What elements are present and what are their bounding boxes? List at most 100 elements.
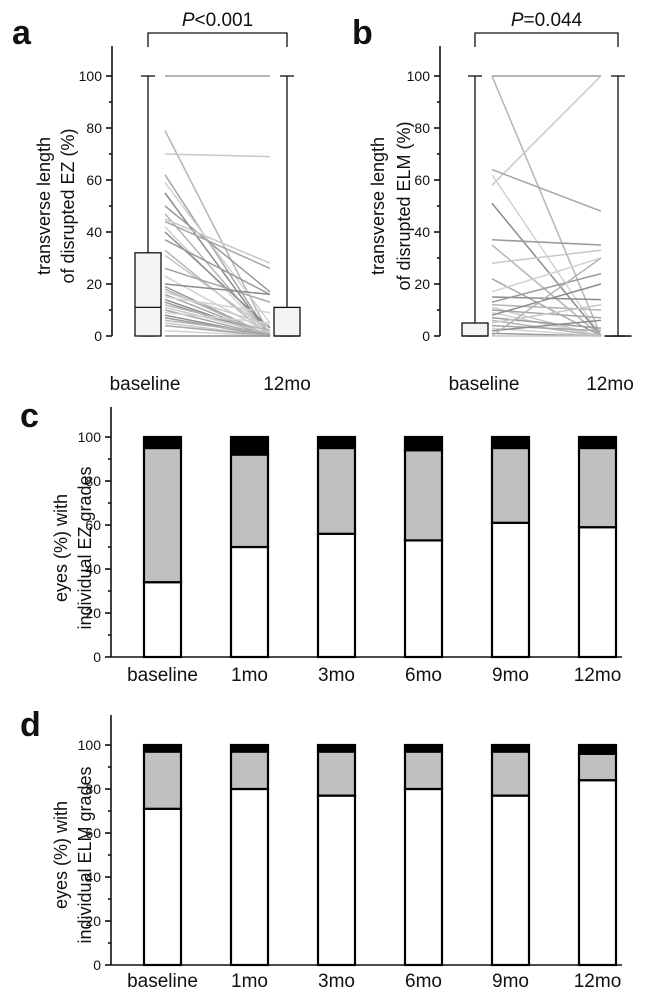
paired-line bbox=[164, 213, 271, 337]
y-tick-label: 60 bbox=[86, 172, 102, 188]
x-category-label: 1mo bbox=[231, 665, 268, 686]
box-12mo bbox=[604, 75, 632, 337]
y-tick-label: 80 bbox=[86, 120, 102, 136]
x-category-label: 9mo bbox=[492, 971, 529, 990]
bar-9mo bbox=[490, 743, 531, 967]
paired-line bbox=[491, 304, 602, 311]
y-tick-label: 60 bbox=[85, 825, 101, 841]
bar-baseline bbox=[142, 435, 183, 659]
y-axis-label-line1: eyes (%) with bbox=[51, 494, 71, 602]
x-category-label: 12mo bbox=[263, 374, 311, 395]
bar-9mo bbox=[490, 435, 531, 659]
y-tick-label: 0 bbox=[93, 957, 101, 973]
paired-line bbox=[164, 267, 271, 303]
panel-letter: c bbox=[20, 397, 39, 435]
y-tick-label: 100 bbox=[78, 429, 102, 445]
y-tick-label: 20 bbox=[414, 276, 430, 292]
bar-segment-1 bbox=[316, 446, 357, 535]
bar-segment-2 bbox=[577, 743, 618, 755]
bar-segment-2 bbox=[229, 743, 270, 753]
y-axis-label-line1: transverse length bbox=[34, 137, 54, 275]
paired-line bbox=[164, 330, 271, 337]
bar-segment-1 bbox=[142, 446, 183, 584]
bar-segment-0 bbox=[577, 526, 618, 659]
panel-letter: d bbox=[20, 706, 41, 744]
y-tick-label: 60 bbox=[85, 517, 101, 533]
panel-b: b 0 20 40 60 80 100 transverse length of disrupt… bbox=[352, 10, 634, 395]
paired-line bbox=[164, 205, 271, 293]
x-category-label: baseline bbox=[449, 374, 520, 395]
x-category-label: 3mo bbox=[318, 665, 355, 686]
paired-line bbox=[164, 153, 271, 158]
p-value-prefix: P bbox=[511, 10, 524, 31]
bar-segment-2 bbox=[403, 743, 444, 753]
paired-line bbox=[491, 311, 602, 337]
bar-segment-0 bbox=[490, 794, 531, 967]
paired-line bbox=[164, 291, 271, 327]
bar-baseline bbox=[142, 743, 183, 967]
y-tick-label: 80 bbox=[85, 473, 101, 489]
paired-line bbox=[491, 257, 602, 293]
bar-segment-2 bbox=[142, 743, 183, 753]
paired-line bbox=[491, 306, 602, 337]
box-12mo bbox=[273, 75, 301, 337]
paired-line bbox=[164, 254, 271, 332]
p-value-number: =0.044 bbox=[524, 10, 583, 31]
paired-line bbox=[491, 324, 602, 332]
paired-line bbox=[164, 306, 271, 335]
y-tick-label: 20 bbox=[85, 605, 101, 621]
paired-line bbox=[491, 168, 602, 212]
paired-line bbox=[164, 301, 271, 337]
p-value-label: P=0.044 bbox=[511, 10, 583, 31]
paired-line bbox=[491, 75, 602, 337]
paired-line bbox=[164, 283, 271, 296]
panel-letter: b bbox=[352, 14, 373, 52]
bar-6mo bbox=[403, 743, 444, 967]
x-category-label: 12mo bbox=[586, 374, 634, 395]
bar-segment-0 bbox=[229, 545, 270, 659]
paired-line bbox=[164, 324, 271, 337]
y-tick-label: 100 bbox=[79, 68, 103, 84]
bar-segment-0 bbox=[229, 787, 270, 967]
y-axis-label-line2: of disrupted EZ (%) bbox=[58, 128, 78, 283]
paired-line bbox=[164, 231, 271, 329]
bar-segment-1 bbox=[229, 750, 270, 791]
paired-line bbox=[491, 304, 602, 324]
x-category-label: 12mo bbox=[574, 665, 622, 686]
bar-12mo bbox=[577, 743, 618, 967]
paired-line bbox=[491, 244, 602, 337]
paired-line bbox=[491, 202, 602, 337]
y-tick-label: 40 bbox=[85, 561, 101, 577]
panel-d: d 0 20 40 60 80 100 eyes (%) with individual ELM… bbox=[20, 706, 622, 990]
x-category-label: 3mo bbox=[318, 971, 355, 990]
x-category-label: 1mo bbox=[231, 971, 268, 990]
x-category-label: 6mo bbox=[405, 971, 442, 990]
bar-segment-2 bbox=[490, 435, 531, 450]
bar-segment-0 bbox=[403, 539, 444, 659]
y-tick-label: 60 bbox=[414, 172, 430, 188]
bar-segment-0 bbox=[403, 787, 444, 967]
y-tick-label: 40 bbox=[414, 224, 430, 240]
box-iqr bbox=[134, 252, 162, 337]
y-tick-label: 40 bbox=[86, 224, 102, 240]
bar-segment-1 bbox=[490, 446, 531, 524]
paired-line bbox=[164, 174, 271, 337]
bar-3mo bbox=[316, 743, 357, 967]
y-tick-label: 20 bbox=[85, 913, 101, 929]
bar-segment-1 bbox=[490, 750, 531, 797]
significance-bracket bbox=[147, 32, 288, 47]
y-axis-label-line1: transverse length bbox=[368, 137, 388, 275]
bar-1mo bbox=[229, 435, 270, 659]
bar-12mo bbox=[577, 435, 618, 659]
bar-segment-0 bbox=[142, 807, 183, 967]
bar-segment-1 bbox=[316, 750, 357, 797]
y-tick-label: 100 bbox=[78, 737, 102, 753]
paired-line bbox=[491, 75, 602, 186]
paired-line bbox=[491, 249, 602, 264]
bar-segment-2 bbox=[142, 435, 183, 450]
bar-segment-2 bbox=[316, 435, 357, 450]
paired-line bbox=[491, 283, 602, 316]
bar-segment-0 bbox=[490, 521, 531, 659]
y-tick-label: 0 bbox=[422, 328, 430, 344]
bar-segment-1 bbox=[229, 453, 270, 549]
